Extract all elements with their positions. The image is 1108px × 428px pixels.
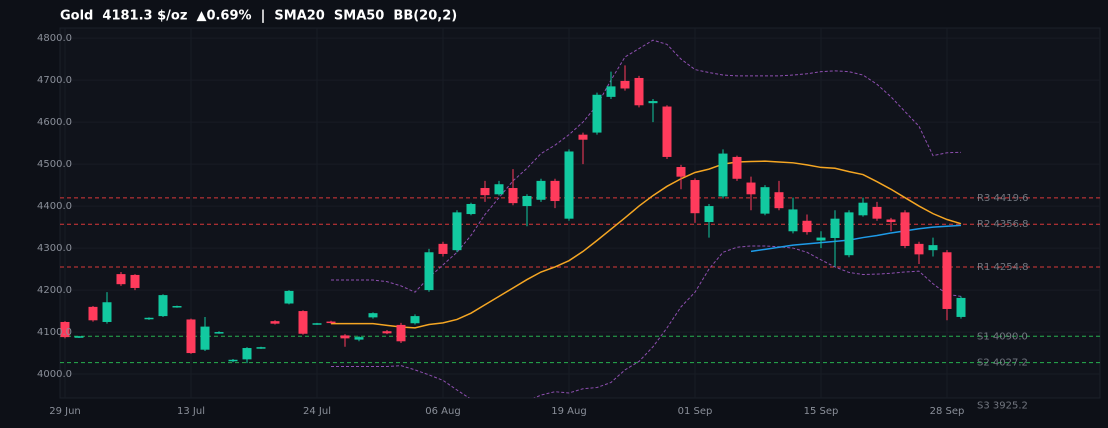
candle-body — [396, 324, 406, 342]
candle-body — [802, 220, 812, 233]
candle-body — [774, 192, 784, 209]
candle-body — [74, 336, 84, 338]
plot-layer — [60, 28, 1100, 398]
candle-body — [676, 167, 686, 177]
candle-body — [508, 188, 518, 204]
plot-area — [59, 27, 1101, 399]
overlay-line — [331, 245, 962, 398]
candle-body — [102, 302, 112, 322]
candle-body — [578, 134, 588, 140]
candle-body — [886, 219, 896, 223]
candle-body — [816, 237, 826, 241]
candle-body — [368, 313, 378, 318]
candle-body — [732, 156, 742, 179]
candle-body — [60, 321, 70, 338]
candle-body — [200, 326, 210, 350]
x-tick-label: 06 Aug — [425, 406, 460, 417]
y-tick-label: 4000.0 — [37, 369, 72, 380]
candle-body — [130, 274, 140, 288]
candle-body — [158, 295, 168, 317]
candle-body — [704, 206, 714, 223]
candle-body — [256, 347, 266, 349]
y-tick-label: 4500.0 — [37, 159, 72, 170]
candle-body — [284, 290, 294, 304]
candle-body — [452, 212, 462, 251]
candle-body — [858, 202, 868, 216]
candle-body — [116, 274, 126, 285]
level-label: S2 4027.2 — [977, 358, 1028, 369]
overlay-line — [331, 160, 962, 329]
x-tick-label: 01 Sep — [678, 406, 713, 417]
overlay-line — [750, 224, 962, 253]
candle-body — [928, 245, 938, 251]
x-tick-label: 28 Sep — [930, 406, 965, 417]
candle-body — [872, 206, 882, 219]
candle-body — [830, 218, 840, 238]
y-tick-label: 4200.0 — [37, 285, 72, 296]
candle-body — [564, 151, 574, 219]
candle-body — [746, 182, 756, 195]
candle-body — [914, 243, 924, 255]
y-tick-label: 4700.0 — [37, 75, 72, 86]
candle-body — [718, 153, 728, 197]
level-label: S3 3925.2 — [977, 400, 1028, 411]
chart-title: Gold 4181.3 $/oz ▲0.69% | SMA20 SMA50 BB… — [60, 9, 457, 24]
y-tick-label: 4300.0 — [37, 243, 72, 254]
candle-body — [228, 359, 238, 362]
candle-body — [592, 94, 602, 133]
y-tick-label: 4800.0 — [37, 33, 72, 44]
x-tick-label: 24 Jul — [303, 406, 331, 417]
x-tick-label: 13 Jul — [177, 406, 205, 417]
candle-body — [326, 321, 336, 324]
candle-body — [242, 348, 252, 360]
level-label: S1 4090.0 — [977, 331, 1028, 342]
candle-body — [942, 252, 952, 309]
candle-body — [606, 86, 616, 97]
candle-body — [648, 101, 658, 104]
candle-body — [900, 212, 910, 246]
candle-body — [788, 209, 798, 232]
candle-body — [354, 337, 364, 340]
candle-body — [480, 188, 490, 196]
candle-body — [144, 317, 154, 320]
x-tick-label: 19 Aug — [551, 406, 586, 417]
candle-body — [634, 77, 644, 106]
candle-body — [270, 321, 280, 324]
candle-body — [214, 332, 224, 334]
overlay-line — [331, 39, 962, 293]
level-label: R3 4419.6 — [977, 193, 1028, 204]
candle-body — [410, 316, 420, 324]
candle-body — [550, 180, 560, 202]
candle-body — [690, 180, 700, 214]
candle-body — [298, 311, 308, 334]
level-label: R2 4356.8 — [977, 219, 1028, 230]
candle-body — [620, 80, 630, 89]
candle-body — [438, 243, 448, 254]
candle-body — [186, 319, 196, 354]
candle-body — [172, 306, 182, 308]
candle-body — [760, 187, 770, 214]
candle-body — [536, 180, 546, 200]
x-tick-label: 15 Sep — [804, 406, 839, 417]
y-tick-label: 4100.0 — [37, 327, 72, 338]
y-tick-label: 4600.0 — [37, 117, 72, 128]
x-tick-label: 29 Jun — [49, 406, 81, 417]
candle-body — [494, 184, 504, 195]
candle-body — [466, 203, 476, 215]
candle-body — [956, 297, 966, 317]
candle-body — [312, 323, 322, 325]
level-label: R1 4254.8 — [977, 262, 1028, 273]
y-tick-label: 4400.0 — [37, 201, 72, 212]
candle-body — [340, 335, 350, 339]
candle-body — [424, 252, 434, 291]
candle-body — [662, 106, 672, 157]
candle-body — [88, 306, 98, 321]
candle-body — [522, 195, 532, 207]
candle-body — [382, 331, 392, 334]
candle-body — [844, 212, 854, 256]
